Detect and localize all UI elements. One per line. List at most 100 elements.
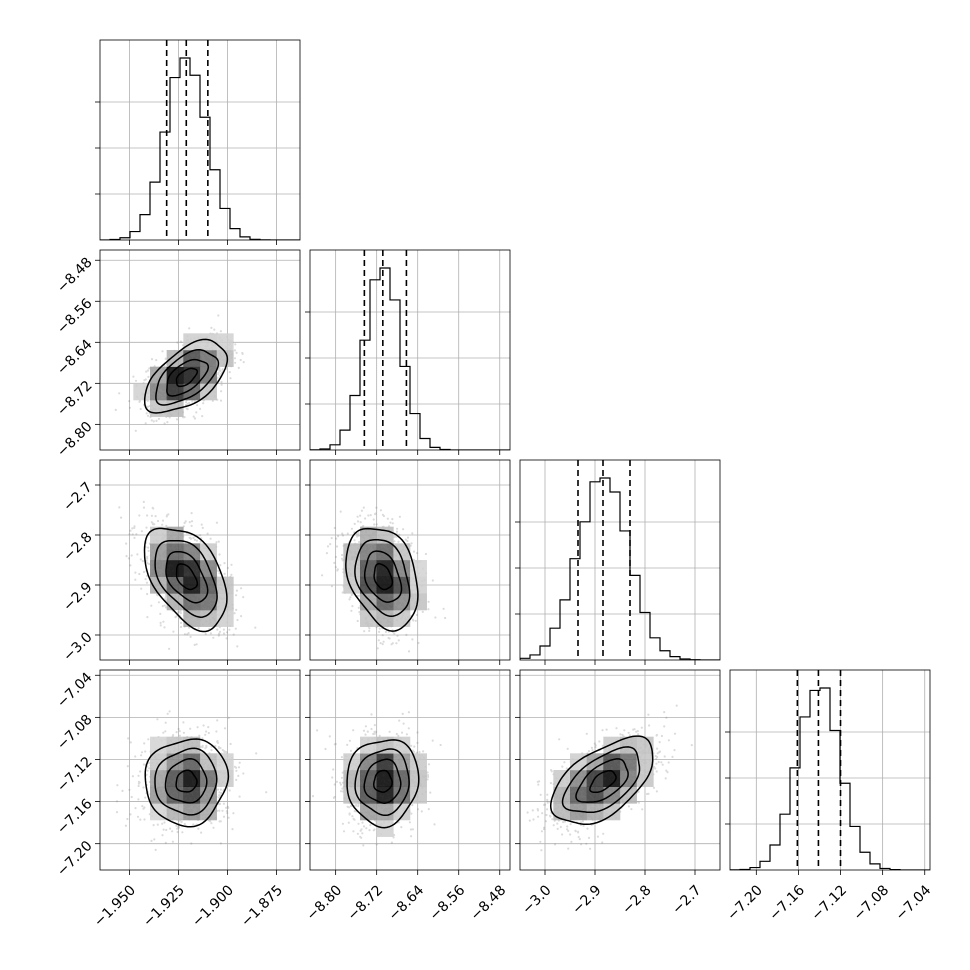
density-cell [393,786,411,804]
panel-2-0: −3.0 −2.9 −2.8 −2.7 [60,459,301,665]
panel-content [730,670,930,870]
contour-line [373,563,394,591]
x-tick-label: −8.48 [468,882,510,924]
density-cell [636,753,654,771]
density-cell [166,350,184,367]
density-cell [150,560,167,577]
density-cell [620,736,637,754]
contour-line [155,348,220,406]
histogram-step [730,687,930,870]
density-cell [150,383,167,401]
density-cell [376,820,394,837]
density-cell [150,786,167,804]
panel-content [118,500,257,650]
density-cell [183,366,201,384]
contour-line [372,769,393,793]
density-cell [393,803,411,821]
x-tick-label: −8.72 [345,882,387,924]
y-tick-label: −8.64 [54,337,96,379]
density-cell [200,610,217,627]
density-cell [216,333,234,351]
axes-frame [729,669,931,871]
density-cell [183,770,201,787]
density-cell [393,543,411,561]
x-tick-label: −1.900 [189,882,237,930]
density-cell [150,400,167,417]
panel-content [311,711,442,847]
contour-line [165,550,209,604]
contour-line [589,769,617,794]
panel-content [526,704,693,852]
panel-content [114,314,245,432]
density-cell [183,786,201,804]
density-cell [166,736,184,754]
contour-line [575,758,629,803]
x-tick-label: −2.9 [569,882,604,917]
y-tick-label: −7.08 [54,712,96,754]
contour-line [166,358,210,397]
density-cell [410,786,427,804]
axes-frame [519,669,721,871]
contour-line [154,747,218,816]
density-cell [603,770,621,787]
contour-line [144,738,230,828]
x-tick-label: −2.8 [619,882,654,917]
contour-line [164,758,208,804]
y-tick-label: −2.8 [60,529,95,564]
density-cell [150,736,167,754]
density-cell [216,770,234,787]
histogram-step [520,477,720,660]
axes-frame [99,249,301,451]
density-cell [183,753,201,771]
contour-line [354,539,411,618]
density-cell [150,770,167,787]
contour-line [354,748,410,817]
density-cell [183,333,201,351]
density-cell [360,543,377,561]
density-cell [603,753,621,771]
density-cell [360,593,377,611]
density-cell [620,786,637,804]
panel-3-1: −8.80 −8.72 −8.64 −8.56 −8.48 [304,669,511,924]
histogram-step [100,57,300,240]
axes-frame [519,459,721,661]
x-tick-label: −8.80 [304,882,346,924]
density-cell [393,770,411,787]
y-tick-label: −7.04 [54,670,96,712]
histogram-step [310,267,510,450]
density-cell [200,593,217,611]
contour-line [175,367,199,388]
x-tick-label: −7.20 [724,882,766,924]
density-cell [166,576,184,594]
y-tick-label: −8.48 [54,255,96,297]
contour-line [154,539,218,618]
y-tick-label: −3.0 [60,629,95,664]
axes-frame [99,669,301,871]
contour-line [143,527,228,633]
y-tick-label: −2.7 [60,479,95,514]
y-tick-label: −8.56 [54,296,96,338]
density-cell [410,593,427,611]
y-tick-label: −7.12 [54,754,96,796]
density-cell [200,770,217,787]
density-cell [376,786,394,804]
density-cell [376,610,394,627]
x-tick-label: −1.925 [140,882,188,930]
density-cell [133,383,151,401]
density-cell [183,610,201,627]
y-tick-label: −8.72 [54,378,96,420]
density-cell [183,560,201,577]
panel-2-2 [515,459,721,665]
axes-frame [99,39,301,241]
x-tick-label: −1.950 [91,882,139,930]
density-cell [393,593,411,611]
density-cell [200,576,217,594]
contour-line [346,739,420,829]
density-cell [183,383,201,401]
axes-frame [309,249,511,451]
density-cell [150,576,167,594]
density-cell [183,803,201,821]
contour-line [175,769,198,793]
density-cell [216,350,234,367]
